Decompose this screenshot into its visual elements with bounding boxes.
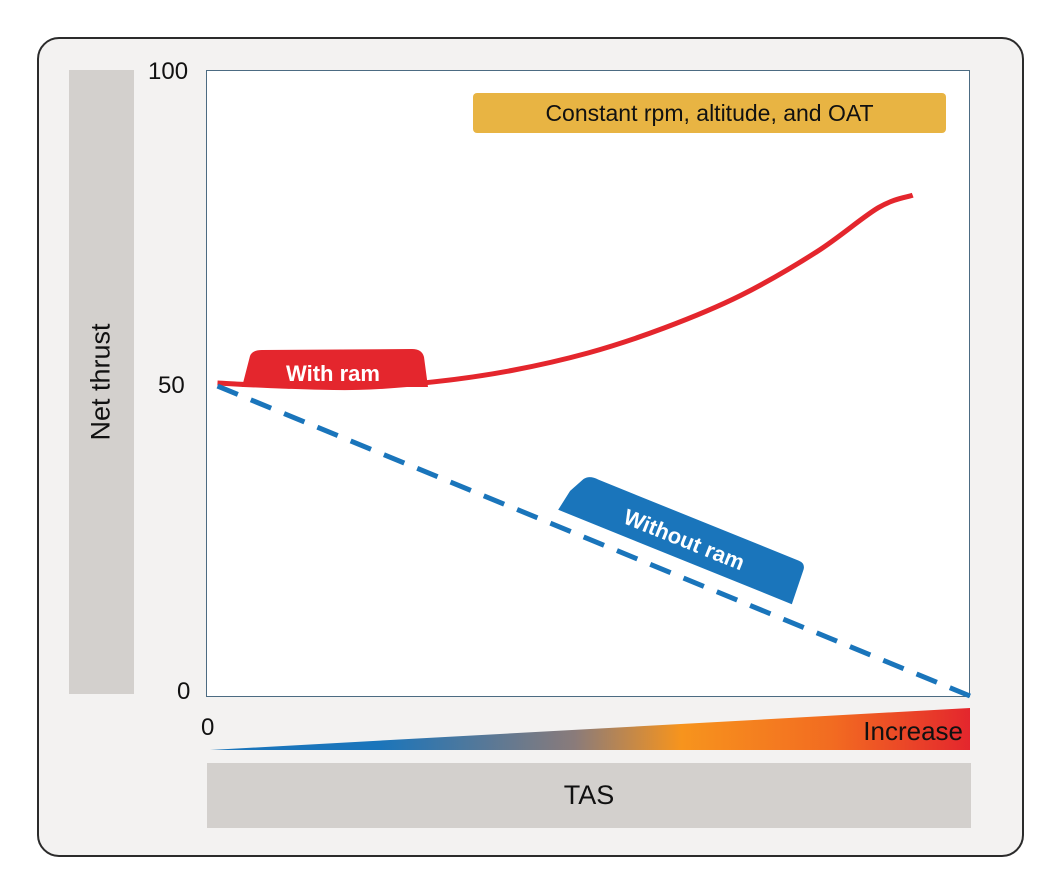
series-line-without-ram [216, 383, 971, 699]
x-axis-label-box: TAS [207, 763, 971, 828]
y-tick-100: 100 [148, 58, 189, 85]
tas-increase-wedge [210, 708, 970, 750]
conditions-annotation: Constant rpm, altitude, and OAT [473, 93, 946, 133]
y-axis-label-box [69, 70, 134, 694]
y-tick-50: 50 [158, 372, 185, 399]
x-tick-0: 0 [201, 714, 215, 741]
with-ram-tag: With ram [242, 349, 428, 387]
x-scale-increase-label: Increase [863, 716, 963, 746]
without-ram-tag: Without ram [558, 477, 804, 605]
with-ram-label: With ram [286, 361, 380, 386]
x-axis-label: TAS [563, 780, 615, 810]
y-tick-0: 0 [177, 678, 191, 705]
series-line-with-ram [217, 192, 914, 391]
series-layer [216, 192, 971, 699]
